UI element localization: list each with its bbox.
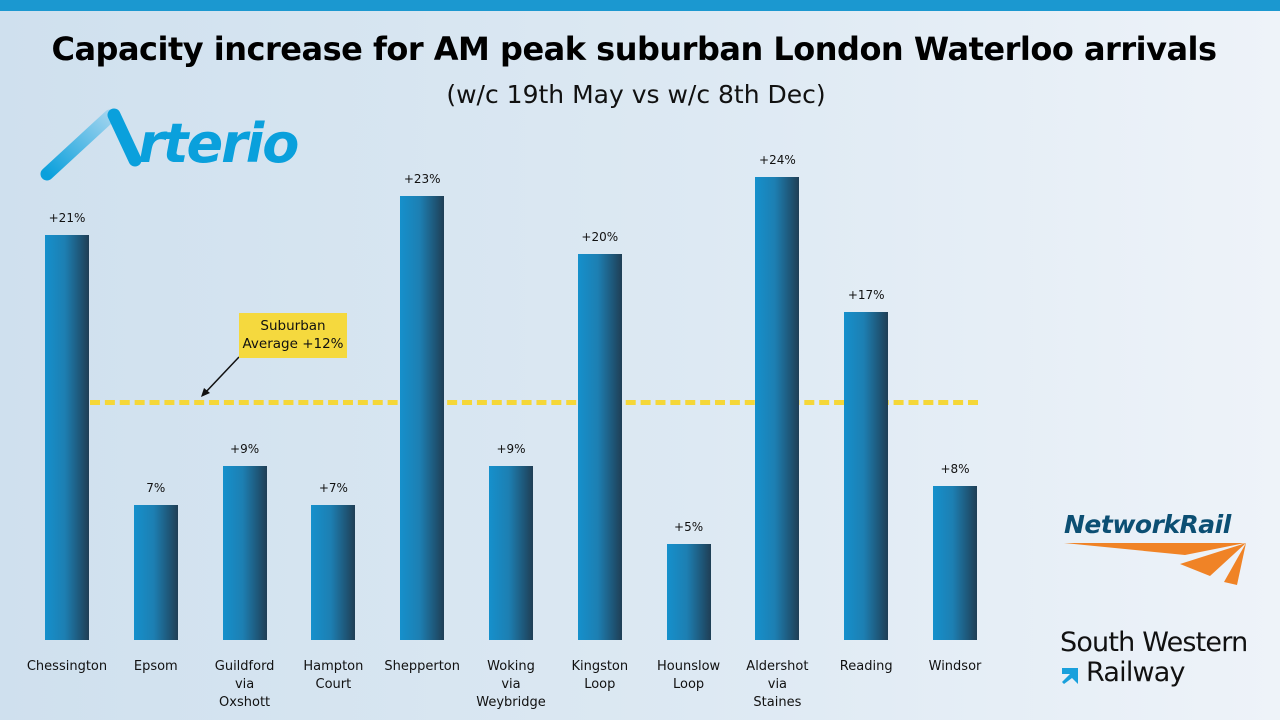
bar-8 <box>755 176 800 640</box>
average-reference-line <box>90 400 978 406</box>
bar-2 <box>222 466 267 640</box>
x-tick-label: Windsor <box>928 659 982 674</box>
bar-9 <box>844 311 889 640</box>
swr-logo-line1: South Western <box>1060 627 1248 658</box>
x-tick-label: Kingston Loop <box>571 659 629 692</box>
x-tick-label: Hounslow Loop <box>657 659 721 692</box>
top-accent-bar <box>0 0 1280 11</box>
chart-subtitle: (w/c 19th May vs w/c 8th Dec) <box>446 80 826 109</box>
data-label: +20% <box>581 230 619 244</box>
data-label: +8% <box>940 461 970 476</box>
x-tick-label: Guildford via Oxshott <box>214 659 275 710</box>
data-label: +9% <box>496 442 526 457</box>
x-tick-label: Reading <box>839 659 893 674</box>
data-label: +24% <box>759 152 796 167</box>
chart-title: Capacity increase for AM peak suburban L… <box>51 30 1217 68</box>
bar-4 <box>400 196 445 640</box>
arterio-logo-text: rterio <box>138 112 298 175</box>
data-label: +17% <box>847 287 885 302</box>
x-tick-label: Chessington <box>26 659 108 674</box>
x-tick-label: Woking via Weybridge <box>476 659 546 710</box>
network-rail-logo <box>1064 543 1246 585</box>
bar-3 <box>311 504 356 640</box>
data-label: +23% <box>403 172 441 187</box>
average-callout-line1: Suburban <box>260 318 326 334</box>
x-tick-label: Aldershot via Staines <box>746 659 809 710</box>
swr-arrow-icon <box>1062 668 1078 684</box>
average-callout-line2: Average +12% <box>242 336 344 352</box>
network-rail-logo-text: NetworkRail <box>1064 510 1231 539</box>
bar-0 <box>45 234 89 640</box>
data-label: +5% <box>674 519 704 534</box>
arterio-logo: rterio <box>40 100 310 194</box>
data-label: 7% <box>146 480 166 495</box>
swr-logo-line2: Railway <box>1086 657 1186 688</box>
x-tick-label: Epsom <box>133 659 178 674</box>
swr-logo: South Western Railway <box>1060 627 1248 688</box>
x-tick-label: Shepperton <box>384 659 460 674</box>
bar-7 <box>666 543 711 640</box>
x-tick-label: Hampton Court <box>303 659 364 692</box>
bar-10 <box>933 485 977 640</box>
average-callout: Suburban Average +12% <box>239 313 347 358</box>
data-label: +7% <box>318 480 348 495</box>
data-label: +9% <box>230 442 260 457</box>
bar-6 <box>577 254 622 640</box>
bar-5 <box>489 466 533 640</box>
data-label: +21% <box>48 210 86 225</box>
bar-1 <box>133 504 178 640</box>
